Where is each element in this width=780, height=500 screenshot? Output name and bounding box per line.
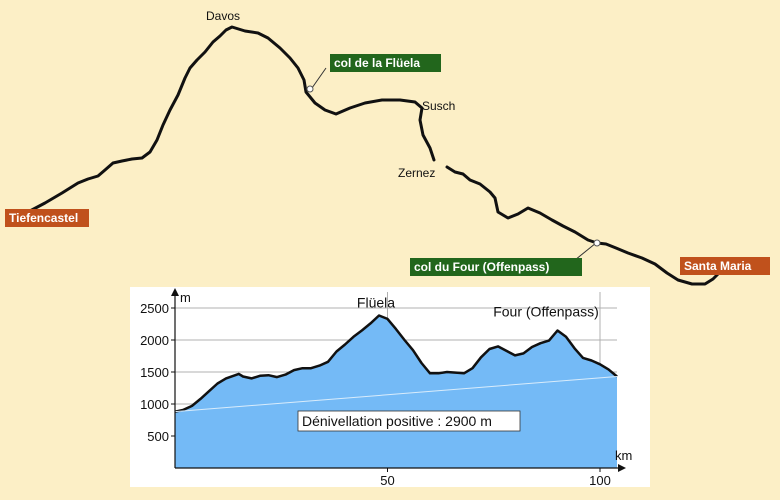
elevation-gain-label: Dénivellation positive : 2900 m xyxy=(302,413,492,429)
fluela-label-box xyxy=(330,54,441,72)
elevation-profile-chart: 500 1000 1500 2000 2500 50 100 m km Flüela Four (O… xyxy=(140,288,632,487)
y-axis-arrow xyxy=(171,288,179,296)
y-tick-label: 2500 xyxy=(140,301,169,316)
labels-layer: 500 1000 1500 2000 2500 50 100 m km Flüela Four (O… xyxy=(140,290,632,487)
gain-indicator-line xyxy=(174,375,618,413)
ofen-label-box xyxy=(410,258,582,276)
y-tick-label: 2000 xyxy=(140,333,169,348)
tiefencastel-label-box xyxy=(5,209,89,227)
santa-maria-label: Santa Maria xyxy=(684,259,752,273)
y-tick-label: 1500 xyxy=(140,365,169,380)
route-line xyxy=(26,25,436,214)
axes-layer xyxy=(171,288,626,472)
susch-label: Susch xyxy=(422,99,455,113)
x-axis-arrow xyxy=(618,464,626,472)
elevation-gain-box xyxy=(297,410,521,432)
fluela-label: col de la Flüela xyxy=(334,56,420,70)
zernez-label: Zernez xyxy=(398,166,435,180)
ofen-leader xyxy=(574,242,597,261)
peak-label-fluela: Flüela xyxy=(357,294,395,310)
elevation-line xyxy=(174,314,618,413)
y-tick-label: 500 xyxy=(147,429,169,444)
davos-label: Davos xyxy=(206,9,240,23)
y-unit-label: m xyxy=(180,290,191,305)
x-unit-label: km xyxy=(615,448,632,463)
fluela-leader xyxy=(311,67,327,89)
tiefencastel-label: Tiefencastel xyxy=(9,211,78,225)
ofen-pass-marker xyxy=(593,239,601,247)
santa-maria-label-box xyxy=(680,257,770,275)
ofen-label: col du Four (Offenpass) xyxy=(414,260,549,274)
x-tick-label: 100 xyxy=(589,473,611,487)
peak-label-four: Four (Offenpass) xyxy=(493,303,599,319)
route-line-east xyxy=(445,165,722,286)
elevation-profile-panel: 500 1000 1500 2000 2500 50 100 m km Flüela Four (O… xyxy=(130,287,650,487)
fluela-pass-marker xyxy=(306,85,314,93)
x-tick-label: 50 xyxy=(380,473,394,487)
y-tick-label: 1000 xyxy=(140,397,169,412)
